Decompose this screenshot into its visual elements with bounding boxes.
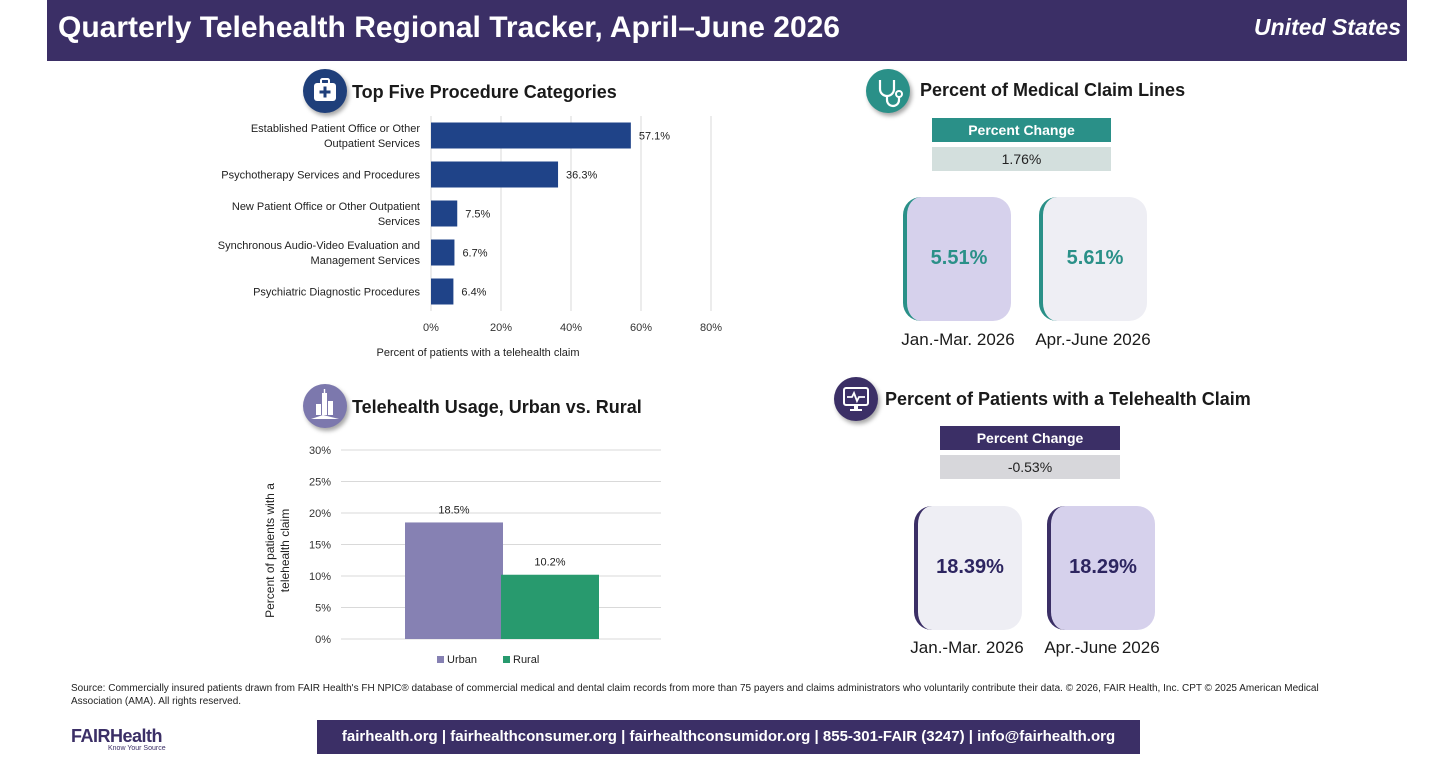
- legend-swatch-urban: [437, 656, 444, 663]
- bar: [431, 200, 458, 227]
- y-tick-label: 25%: [309, 477, 331, 489]
- contact-bar: fairhealth.org | fairhealthconsumer.org …: [317, 720, 1140, 754]
- urban-rural-chart: 0% 5% 10% 15% 20% 25% 30% 18.5% 10.2% Percent of …: [263, 445, 661, 666]
- category-label: Established Patient Office or Other: [251, 123, 420, 135]
- y-tick-label: 20%: [309, 508, 331, 520]
- bar-value-label: 6.7%: [462, 248, 487, 260]
- y-tick-label: 5%: [315, 603, 331, 615]
- claim-lines-change-label: Percent Change: [932, 118, 1111, 142]
- procedures-chart: 0% 20% 40% 60% 80% Established Patient Office…: [218, 116, 722, 359]
- category-label: Outpatient Services: [324, 138, 420, 150]
- logo-tagline: Know Your Source: [108, 745, 166, 752]
- y-axis-title: Percent of patients with a: [263, 483, 277, 618]
- patients-q1-value: 18.39%: [936, 556, 1004, 578]
- patients-q2-label: Apr.-June 2026: [1044, 638, 1160, 657]
- patients-q2-card: 18.29%: [1047, 506, 1155, 630]
- category-label: Psychiatric Diagnostic Procedures: [253, 287, 420, 299]
- logo-brand: FAIRHealth: [71, 726, 163, 746]
- claim-lines-q1-value: 5.51%: [930, 247, 988, 269]
- bar-value-label: 57.1%: [639, 131, 670, 143]
- claim-lines-change-value: 1.76%: [932, 147, 1111, 171]
- patients-change-label: Percent Change: [940, 426, 1120, 450]
- bar: [431, 161, 559, 188]
- y-tick-label: 10%: [309, 571, 331, 583]
- y-tick-label: 15%: [309, 540, 331, 552]
- legend-swatch-rural: [503, 656, 510, 663]
- bar-value-label: 36.3%: [566, 170, 597, 182]
- claim-lines-q2-card: 5.61%: [1039, 197, 1147, 321]
- category-label: Management Services: [311, 255, 421, 267]
- x-tick-label: 60%: [630, 322, 652, 334]
- y-tick-label: 0%: [315, 634, 331, 646]
- header-banner: Quarterly Telehealth Regional Tracker, A…: [47, 0, 1407, 61]
- y-axis-title: telehealth claim: [278, 509, 292, 592]
- legend-label-rural: Rural: [513, 654, 539, 666]
- monitor-heartbeat-icon: [834, 377, 878, 421]
- x-tick-label: 80%: [700, 322, 722, 334]
- bar-value-label: 18.5%: [438, 504, 469, 516]
- region-label: United States: [1254, 14, 1401, 40]
- x-tick-label: 0%: [423, 322, 439, 334]
- bar-value-label: 7.5%: [465, 209, 490, 221]
- patients-q1-label: Jan.-Mar. 2026: [910, 638, 1024, 657]
- patients-change-value: -0.53%: [940, 455, 1120, 479]
- bar-rural: [501, 574, 599, 639]
- patients-q1-card: 18.39%: [914, 506, 1022, 630]
- claim-lines-q1-card: 5.51%: [903, 197, 1011, 321]
- procedures-title: Top Five Procedure Categories: [352, 82, 617, 102]
- category-label: Synchronous Audio-Video Evaluation and: [218, 240, 420, 252]
- claim-lines-q2-label: Apr.-June 2026: [1035, 330, 1151, 349]
- bar: [431, 239, 455, 266]
- claim-lines-title: Percent of Medical Claim Lines: [920, 80, 1186, 100]
- bar-urban: [405, 522, 503, 639]
- page-title: Quarterly Telehealth Regional Tracker, A…: [58, 11, 840, 44]
- legend-label-urban: Urban: [447, 654, 477, 666]
- urban-rural-title: Telehealth Usage, Urban vs. Rural: [352, 397, 642, 417]
- bar-value-label: 10.2%: [534, 557, 565, 569]
- claim-lines-q2-value: 5.61%: [1066, 247, 1124, 269]
- city-skyline-icon: [303, 384, 347, 428]
- bar-value-label: 6.4%: [461, 287, 486, 299]
- stethoscope-icon: [866, 69, 910, 113]
- category-label: New Patient Office or Other Outpatient: [232, 201, 420, 213]
- patients-title: Percent of Patients with a Telehealth Cl…: [885, 389, 1251, 409]
- x-tick-label: 20%: [490, 322, 512, 334]
- y-tick-label: 30%: [309, 445, 331, 457]
- x-axis-title: Percent of patients with a telehealth cl…: [376, 347, 579, 359]
- claim-lines-q1-label: Jan.-Mar. 2026: [901, 330, 1015, 349]
- bar: [431, 122, 631, 149]
- x-tick-label: 40%: [560, 322, 582, 334]
- category-label: Services: [378, 216, 421, 228]
- fair-health-logo: FAIRHealth Know Your Source: [71, 726, 166, 752]
- medical-kit-icon: [303, 69, 347, 113]
- bar: [431, 278, 454, 305]
- category-label: Psychotherapy Services and Procedures: [221, 170, 420, 182]
- source-note: Source: Commercially insured patients dr…: [71, 683, 1319, 707]
- patients-q2-value: 18.29%: [1069, 556, 1137, 578]
